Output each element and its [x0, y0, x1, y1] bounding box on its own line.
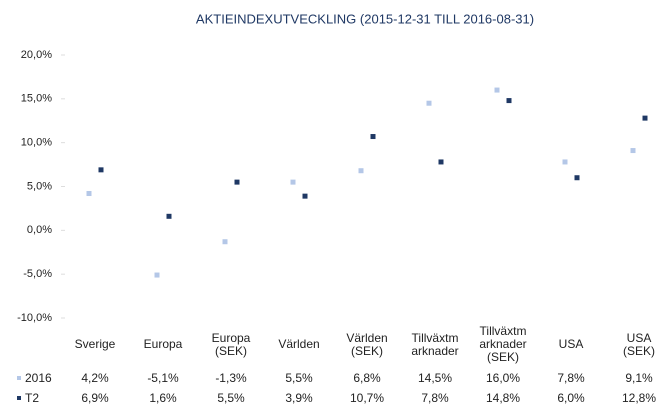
- legend-label: T2: [25, 391, 40, 405]
- bar-marker: [290, 179, 296, 185]
- bar-marker: [642, 115, 648, 121]
- bar-marker: [98, 167, 104, 173]
- chart-title: AKTIEINDEXUTVECKLING (2015-12-31 TILL 20…: [196, 11, 534, 26]
- data-label: 5,5%: [217, 391, 245, 405]
- y-tick-label: -5,0%: [23, 268, 52, 280]
- bar-marker: [154, 272, 160, 278]
- bar-marker: [302, 193, 308, 199]
- data-label: 3,9%: [285, 391, 313, 405]
- data-label: 10,7%: [349, 391, 385, 405]
- data-label: 4,2%: [81, 371, 109, 385]
- data-label: 16,0%: [485, 371, 521, 385]
- data-label: -1,3%: [215, 371, 247, 385]
- x-tick-label: Världen (SEK): [346, 330, 388, 358]
- x-tick-label: Tillväxtm arknader: [411, 330, 459, 358]
- x-tick-label: USA: [558, 337, 584, 351]
- legend-swatch: [17, 376, 21, 380]
- bar-marker: [506, 98, 512, 104]
- bar-marker: [562, 159, 568, 165]
- bar-marker: [358, 168, 364, 174]
- data-label: 5,5%: [285, 371, 313, 385]
- bar-marker: [494, 87, 500, 93]
- y-tick-label: 15,0%: [21, 93, 52, 105]
- legend-swatch: [17, 396, 21, 400]
- data-label: 12,8%: [621, 391, 657, 405]
- data-label: 9,1%: [625, 371, 653, 385]
- y-tick-label: 0,0%: [27, 224, 52, 236]
- data-label: 14,5%: [417, 371, 453, 385]
- bar-marker: [630, 148, 636, 154]
- legend-label: 2016: [25, 371, 52, 385]
- y-tick-label: -10,0%: [17, 312, 52, 324]
- bar-marker: [234, 179, 240, 185]
- data-label: 6,9%: [81, 391, 109, 405]
- bar-marker: [166, 213, 172, 219]
- x-tick-label: Världen: [278, 337, 320, 351]
- x-tick-label: Tillväxtm arknader (SEK): [479, 324, 527, 364]
- bar-marker: [370, 134, 376, 140]
- y-tick-label: 5,0%: [27, 180, 52, 192]
- x-tick-label: Sverige: [74, 337, 116, 351]
- x-tick-label: Europa: [143, 337, 183, 351]
- data-label: 7,8%: [557, 371, 585, 385]
- bar-marker: [438, 159, 444, 165]
- y-tick-label: 10,0%: [21, 137, 52, 149]
- x-tick-label: Europa (SEK): [211, 330, 251, 358]
- data-label: 6,8%: [353, 371, 381, 385]
- y-tick-label: 20,0%: [21, 49, 52, 61]
- bar-marker: [426, 100, 432, 106]
- bar-marker: [86, 191, 92, 197]
- data-label: 7,8%: [421, 391, 449, 405]
- data-label: 14,8%: [485, 391, 521, 405]
- x-tick-label: USA (SEK): [622, 330, 655, 358]
- bar-marker: [574, 175, 580, 181]
- data-label: 1,6%: [149, 391, 177, 405]
- data-label: 6,0%: [557, 391, 585, 405]
- bar-marker: [222, 239, 228, 245]
- data-label: -5,1%: [147, 371, 179, 385]
